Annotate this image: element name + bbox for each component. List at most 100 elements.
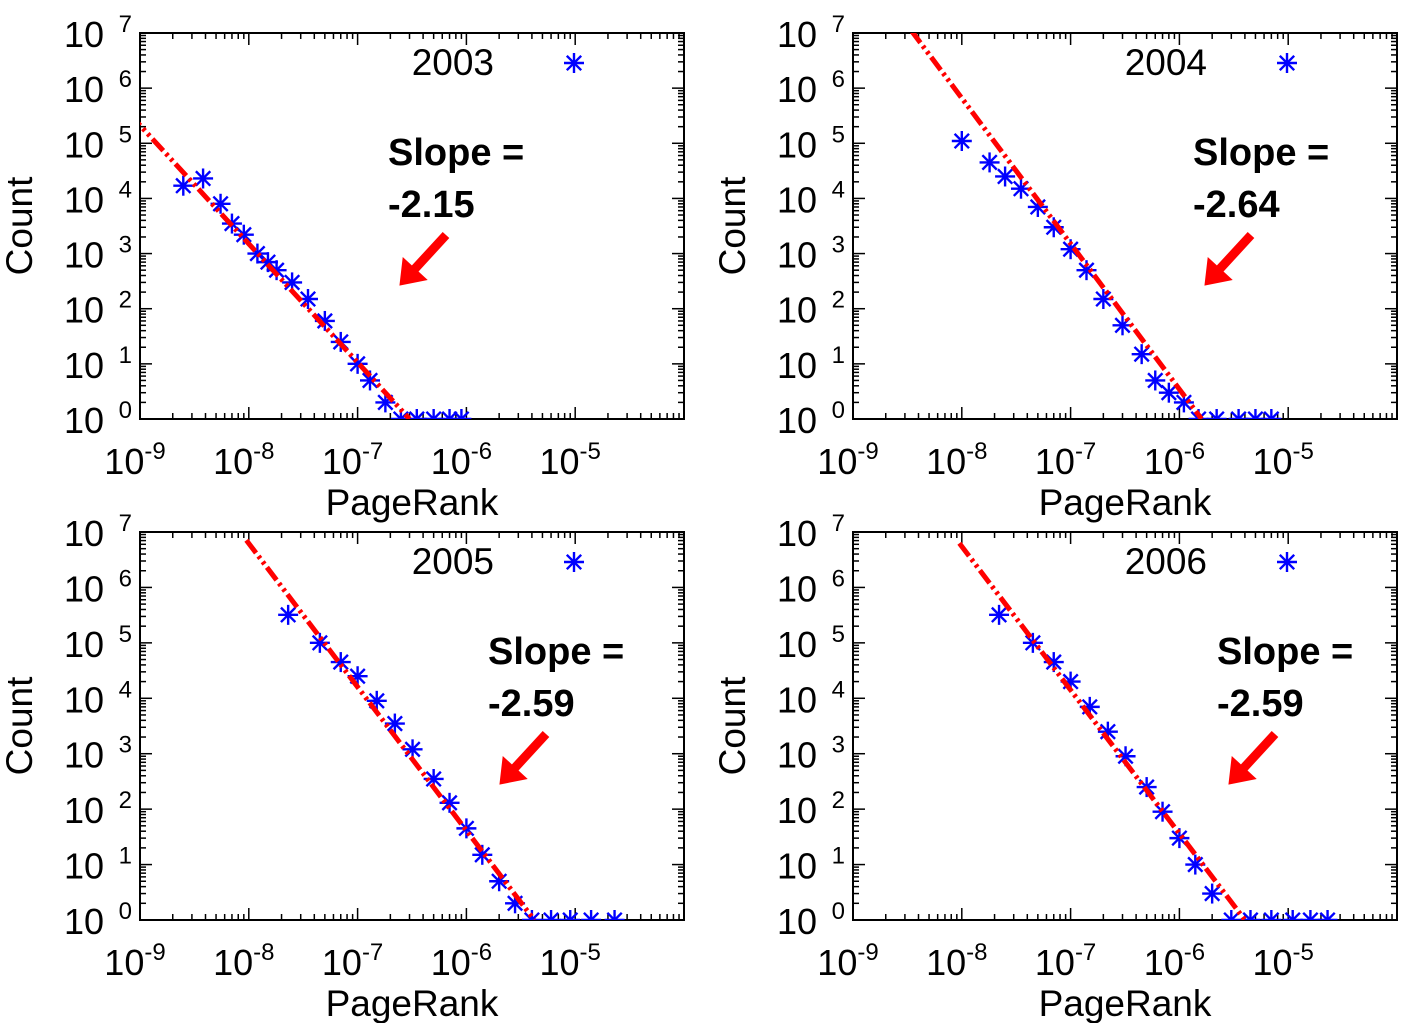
data-point	[995, 166, 1016, 187]
legend-label: 2004	[1125, 42, 1207, 83]
y-tick-label: 10 2	[777, 287, 845, 331]
data-layer	[957, 541, 1338, 920]
data-point	[979, 152, 1000, 173]
annotation-arrow	[499, 730, 550, 785]
x-tick-label: 10-7	[322, 939, 383, 983]
legend-marker	[1277, 53, 1297, 73]
x-tick-label: 10-6	[431, 939, 492, 983]
plot-frame	[139, 32, 685, 420]
data-point	[1317, 910, 1338, 920]
x-tick-label: 10-5	[1253, 438, 1314, 482]
axis-ticks	[852, 531, 1398, 921]
y-tick-label: 10 6	[777, 565, 845, 609]
data-point	[1206, 409, 1227, 419]
annotation-arrow	[1204, 231, 1255, 286]
data-point	[1185, 854, 1206, 875]
y-axis-label: Count	[712, 176, 753, 275]
legend-label: 2003	[412, 42, 494, 83]
y-axis-label: Count	[0, 676, 40, 775]
y-tick-label: 10 4	[777, 176, 845, 220]
fit-line	[140, 121, 412, 419]
x-tick-label: 10-6	[1144, 438, 1205, 482]
y-tick-label: 10 0	[64, 898, 132, 942]
y-tick-label: 10 3	[64, 732, 132, 776]
y-axis-label: Count	[712, 676, 753, 775]
axis-ticks	[139, 32, 685, 420]
y-tick-label: 10 6	[777, 66, 845, 110]
y-tick-label: 10 2	[64, 787, 132, 831]
slope-annotation-line1: Slope =	[1217, 631, 1353, 673]
x-tick-label: 10-9	[104, 939, 165, 983]
y-tick-label: 10 2	[64, 287, 132, 331]
data-point	[581, 910, 602, 920]
x-tick-label: 10-5	[540, 438, 601, 482]
data-point	[1261, 910, 1282, 920]
axis-ticks	[852, 32, 1398, 420]
fit-line	[957, 541, 1247, 920]
legend-label: 2005	[412, 541, 494, 582]
legend-label: 2006	[1125, 541, 1207, 582]
x-tick-label: 10-7	[322, 438, 383, 482]
y-tick-label: 10 6	[64, 66, 132, 110]
y-tick-label: 10 3	[777, 732, 845, 776]
annotation-arrow	[399, 231, 450, 286]
slope-annotation-line1: Slope =	[488, 631, 624, 673]
data-point	[989, 604, 1010, 625]
data-layer	[140, 121, 472, 419]
x-axis-label: PageRank	[1039, 482, 1212, 523]
x-tick-label: 10-8	[213, 438, 274, 482]
data-point	[309, 632, 330, 653]
y-tick-label: 10 4	[777, 676, 845, 720]
x-tick-label: 10-5	[1253, 939, 1314, 983]
data-point	[541, 910, 562, 920]
data-point	[1158, 382, 1179, 403]
x-axis-label: PageRank	[1039, 983, 1212, 1023]
data-point	[1228, 409, 1249, 419]
data-layer	[244, 538, 625, 920]
x-axis-label: PageRank	[326, 482, 499, 523]
y-tick-label: 10 5	[64, 621, 132, 665]
x-tick-label: 10-5	[540, 939, 601, 983]
data-point	[1145, 370, 1166, 391]
data-point	[1093, 289, 1114, 310]
data-point	[193, 168, 214, 189]
slope-annotation-value: -2.59	[488, 683, 575, 725]
y-tick-label: 10 5	[777, 121, 845, 165]
y-axis-label: Count	[0, 176, 40, 275]
x-tick-label: 10-9	[817, 438, 878, 482]
data-point	[1027, 196, 1048, 217]
slope-annotation-value: -2.15	[388, 184, 475, 226]
x-tick-label: 10-8	[926, 438, 987, 482]
fit-line	[910, 33, 1204, 419]
y-tick-label: 10 7	[64, 11, 132, 55]
data-point	[406, 409, 427, 419]
data-point	[366, 690, 387, 711]
y-tick-label: 10 0	[777, 898, 845, 942]
y-tick-label: 10 1	[777, 843, 845, 887]
y-tick-label: 10 4	[64, 676, 132, 720]
data-point	[1300, 910, 1321, 920]
legend-marker	[564, 552, 584, 572]
slope-annotation-value: -2.59	[1217, 683, 1304, 725]
y-tick-label: 10 2	[777, 787, 845, 831]
y-tick-label: 10 5	[64, 121, 132, 165]
slope-annotation-line1: Slope =	[388, 132, 524, 174]
y-tick-label: 10 6	[64, 565, 132, 609]
y-tick-label: 10 7	[777, 510, 845, 554]
y-tick-label: 10 3	[777, 232, 845, 276]
data-point	[1202, 883, 1223, 904]
fit-line	[244, 538, 537, 920]
data-point	[423, 409, 444, 419]
x-axis-label: PageRank	[326, 983, 499, 1023]
data-point	[1221, 910, 1242, 920]
data-point	[1245, 409, 1266, 419]
y-tick-label: 10 1	[64, 843, 132, 887]
y-tick-label: 10 7	[777, 11, 845, 55]
data-point	[439, 409, 460, 419]
annotation-arrow	[1228, 730, 1279, 785]
x-tick-label: 10-6	[431, 438, 492, 482]
legend-marker	[1277, 552, 1297, 572]
